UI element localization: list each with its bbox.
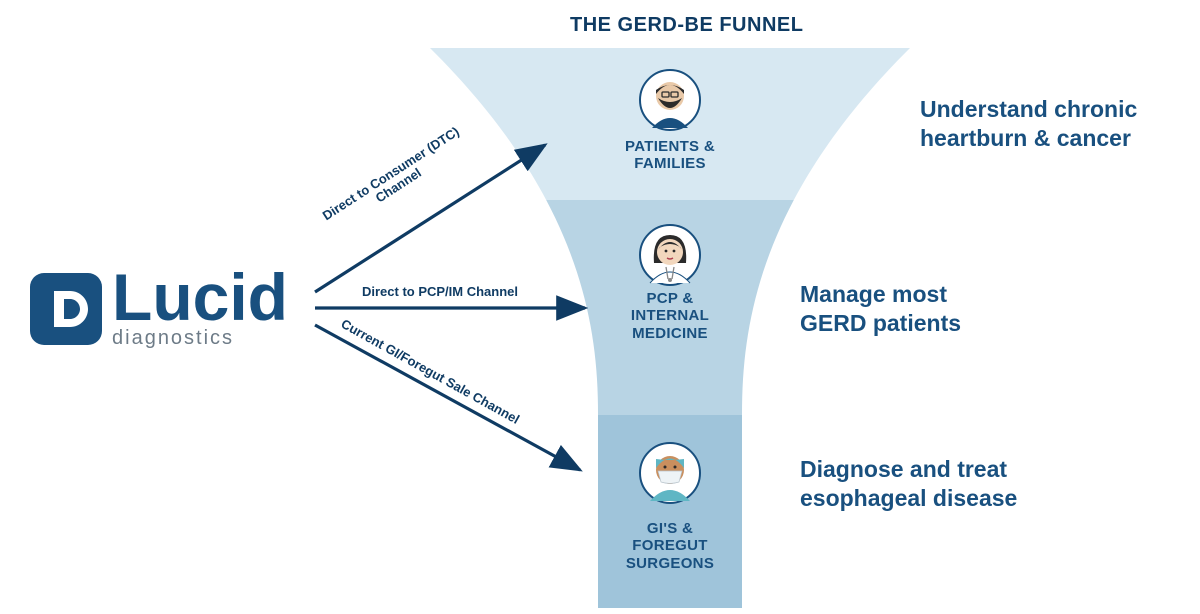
lucid-logo: Lucid diagnostics [30,268,288,350]
desc-line: GERD patients [800,310,961,336]
desc-line: Understand chronic [920,96,1137,122]
stage-label-pcp: PCP & INTERNAL MEDICINE [606,290,734,342]
logo-name: Lucid [112,268,288,327]
stage-label-line: PATIENTS & [625,138,715,155]
desc-line: Manage most [800,281,947,307]
stage-label-line: FAMILIES [634,155,706,172]
logo-text: Lucid diagnostics [112,268,288,350]
stage-desc-patients: Understand chronic heartburn & cancer [920,95,1137,153]
stage-label-line: INTERNAL [631,307,709,324]
stage-desc-pcp: Manage most GERD patients [800,280,961,338]
arrow-label-pcp: Direct to PCP/IM Channel [325,285,555,299]
desc-line: heartburn & cancer [920,125,1131,151]
stage-label-line: MEDICINE [632,325,708,342]
stage-desc-gi: Diagnose and treat esophageal disease [800,455,1017,513]
stage-label-line: GI'S & [647,520,693,537]
stage-label-line: SURGEONS [626,555,714,572]
stage-label-gi: GI'S & FOREGUT SURGEONS [606,520,734,572]
stage-label-patients: PATIENTS & FAMILIES [600,138,740,173]
arrow-label-line: Direct to PCP/IM Channel [362,284,518,299]
stage-label-line: PCP & [646,290,693,307]
stage-label-line: FOREGUT [632,537,707,554]
logo-mark-icon [30,273,102,345]
desc-line: esophageal disease [800,485,1017,511]
desc-line: Diagnose and treat [800,456,1007,482]
